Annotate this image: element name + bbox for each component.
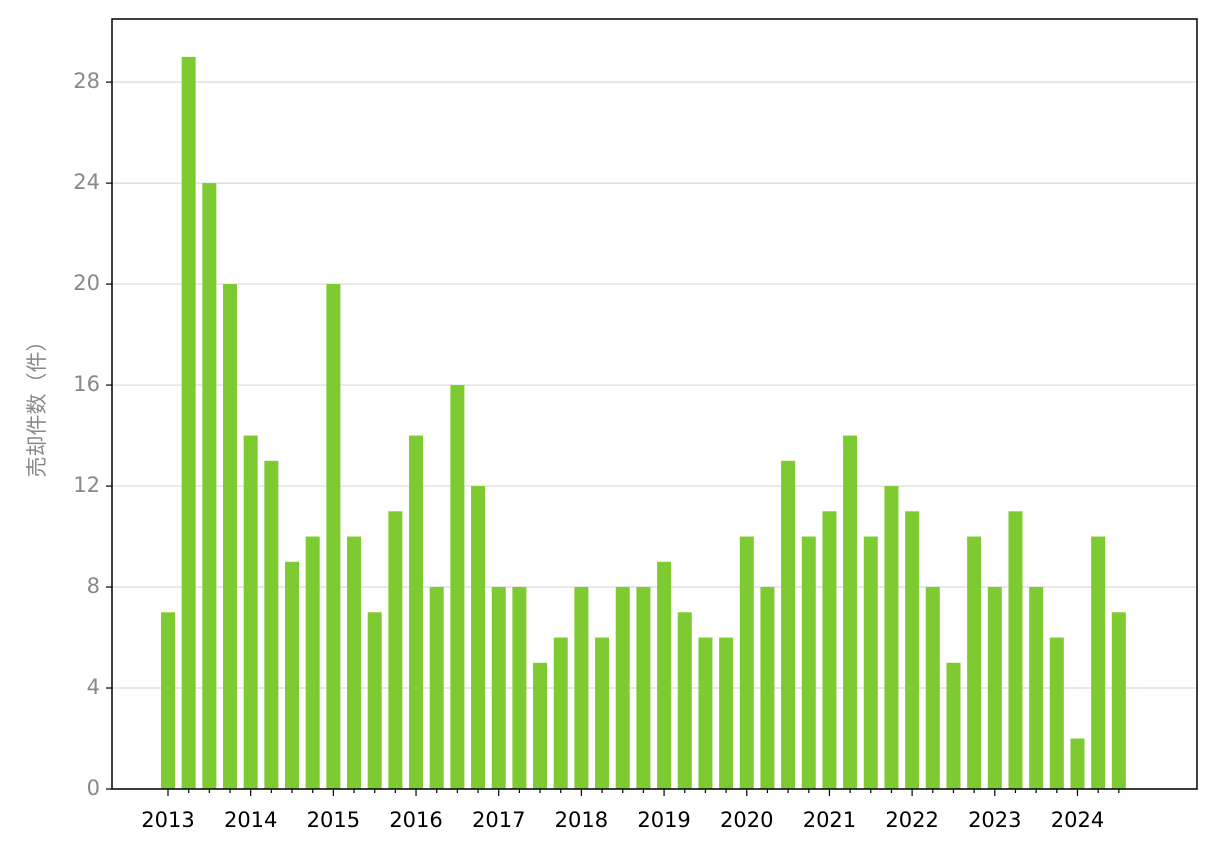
bar (698, 637, 713, 789)
bar (388, 511, 403, 789)
bar (512, 587, 527, 789)
x-tick-label: 2021 (803, 808, 856, 832)
bar (884, 486, 899, 789)
bar (946, 662, 961, 789)
bar (719, 637, 734, 789)
bar (409, 435, 424, 789)
x-tick-label: 2017 (472, 808, 525, 832)
y-tick-label: 4 (87, 675, 100, 699)
bar (615, 587, 630, 789)
bar (533, 662, 548, 789)
y-tick-label: 20 (73, 271, 100, 295)
x-tick-label: 2022 (885, 808, 938, 832)
bar (202, 183, 217, 789)
x-tick-label: 2013 (141, 808, 194, 832)
bar (905, 511, 920, 789)
x-tick-label: 2016 (389, 808, 442, 832)
bar (367, 612, 382, 789)
bar (491, 587, 506, 789)
bar (305, 536, 320, 789)
bar (326, 284, 341, 789)
bar (181, 56, 196, 790)
x-tick-label: 2019 (637, 808, 690, 832)
bar (967, 536, 982, 789)
bar (925, 587, 940, 789)
bar (843, 435, 858, 789)
bar (429, 587, 444, 789)
bar (553, 637, 568, 789)
bar (636, 587, 651, 789)
bar (574, 587, 589, 789)
y-tick-label: 24 (73, 170, 100, 194)
bar (677, 612, 692, 789)
x-tick-label: 2015 (307, 808, 360, 832)
bar (264, 460, 279, 789)
y-tick-label: 8 (87, 574, 100, 598)
bar (760, 587, 775, 789)
bar (1029, 587, 1044, 789)
bar (781, 460, 796, 789)
y-axis-label: 売却件数（件） (25, 331, 49, 478)
bar (1049, 637, 1064, 789)
y-tick-label: 16 (73, 372, 100, 396)
bar (450, 385, 465, 789)
bar (801, 536, 816, 789)
bar (1008, 511, 1023, 789)
x-tick-label: 2014 (224, 808, 277, 832)
x-tick-label: 2023 (968, 808, 1021, 832)
bar (657, 561, 672, 789)
bar (987, 587, 1002, 789)
bar (595, 637, 610, 789)
bar (739, 536, 754, 789)
bar (285, 561, 300, 789)
bar (161, 612, 175, 789)
plot-frame (111, 18, 1198, 790)
bar (223, 284, 238, 789)
x-tick-label: 2018 (555, 808, 608, 832)
bar (471, 486, 486, 789)
y-tick-label: 0 (87, 776, 100, 800)
bar (243, 435, 258, 789)
bar (1111, 612, 1126, 789)
y-tick-label: 28 (73, 69, 100, 93)
bar (1070, 738, 1085, 789)
bar (1091, 536, 1106, 789)
bar (347, 536, 362, 789)
bar (863, 536, 878, 789)
x-tick-label: 2020 (720, 808, 773, 832)
x-tick-label: 2024 (1051, 808, 1104, 832)
y-tick-label: 12 (73, 473, 100, 497)
bar (822, 511, 837, 789)
